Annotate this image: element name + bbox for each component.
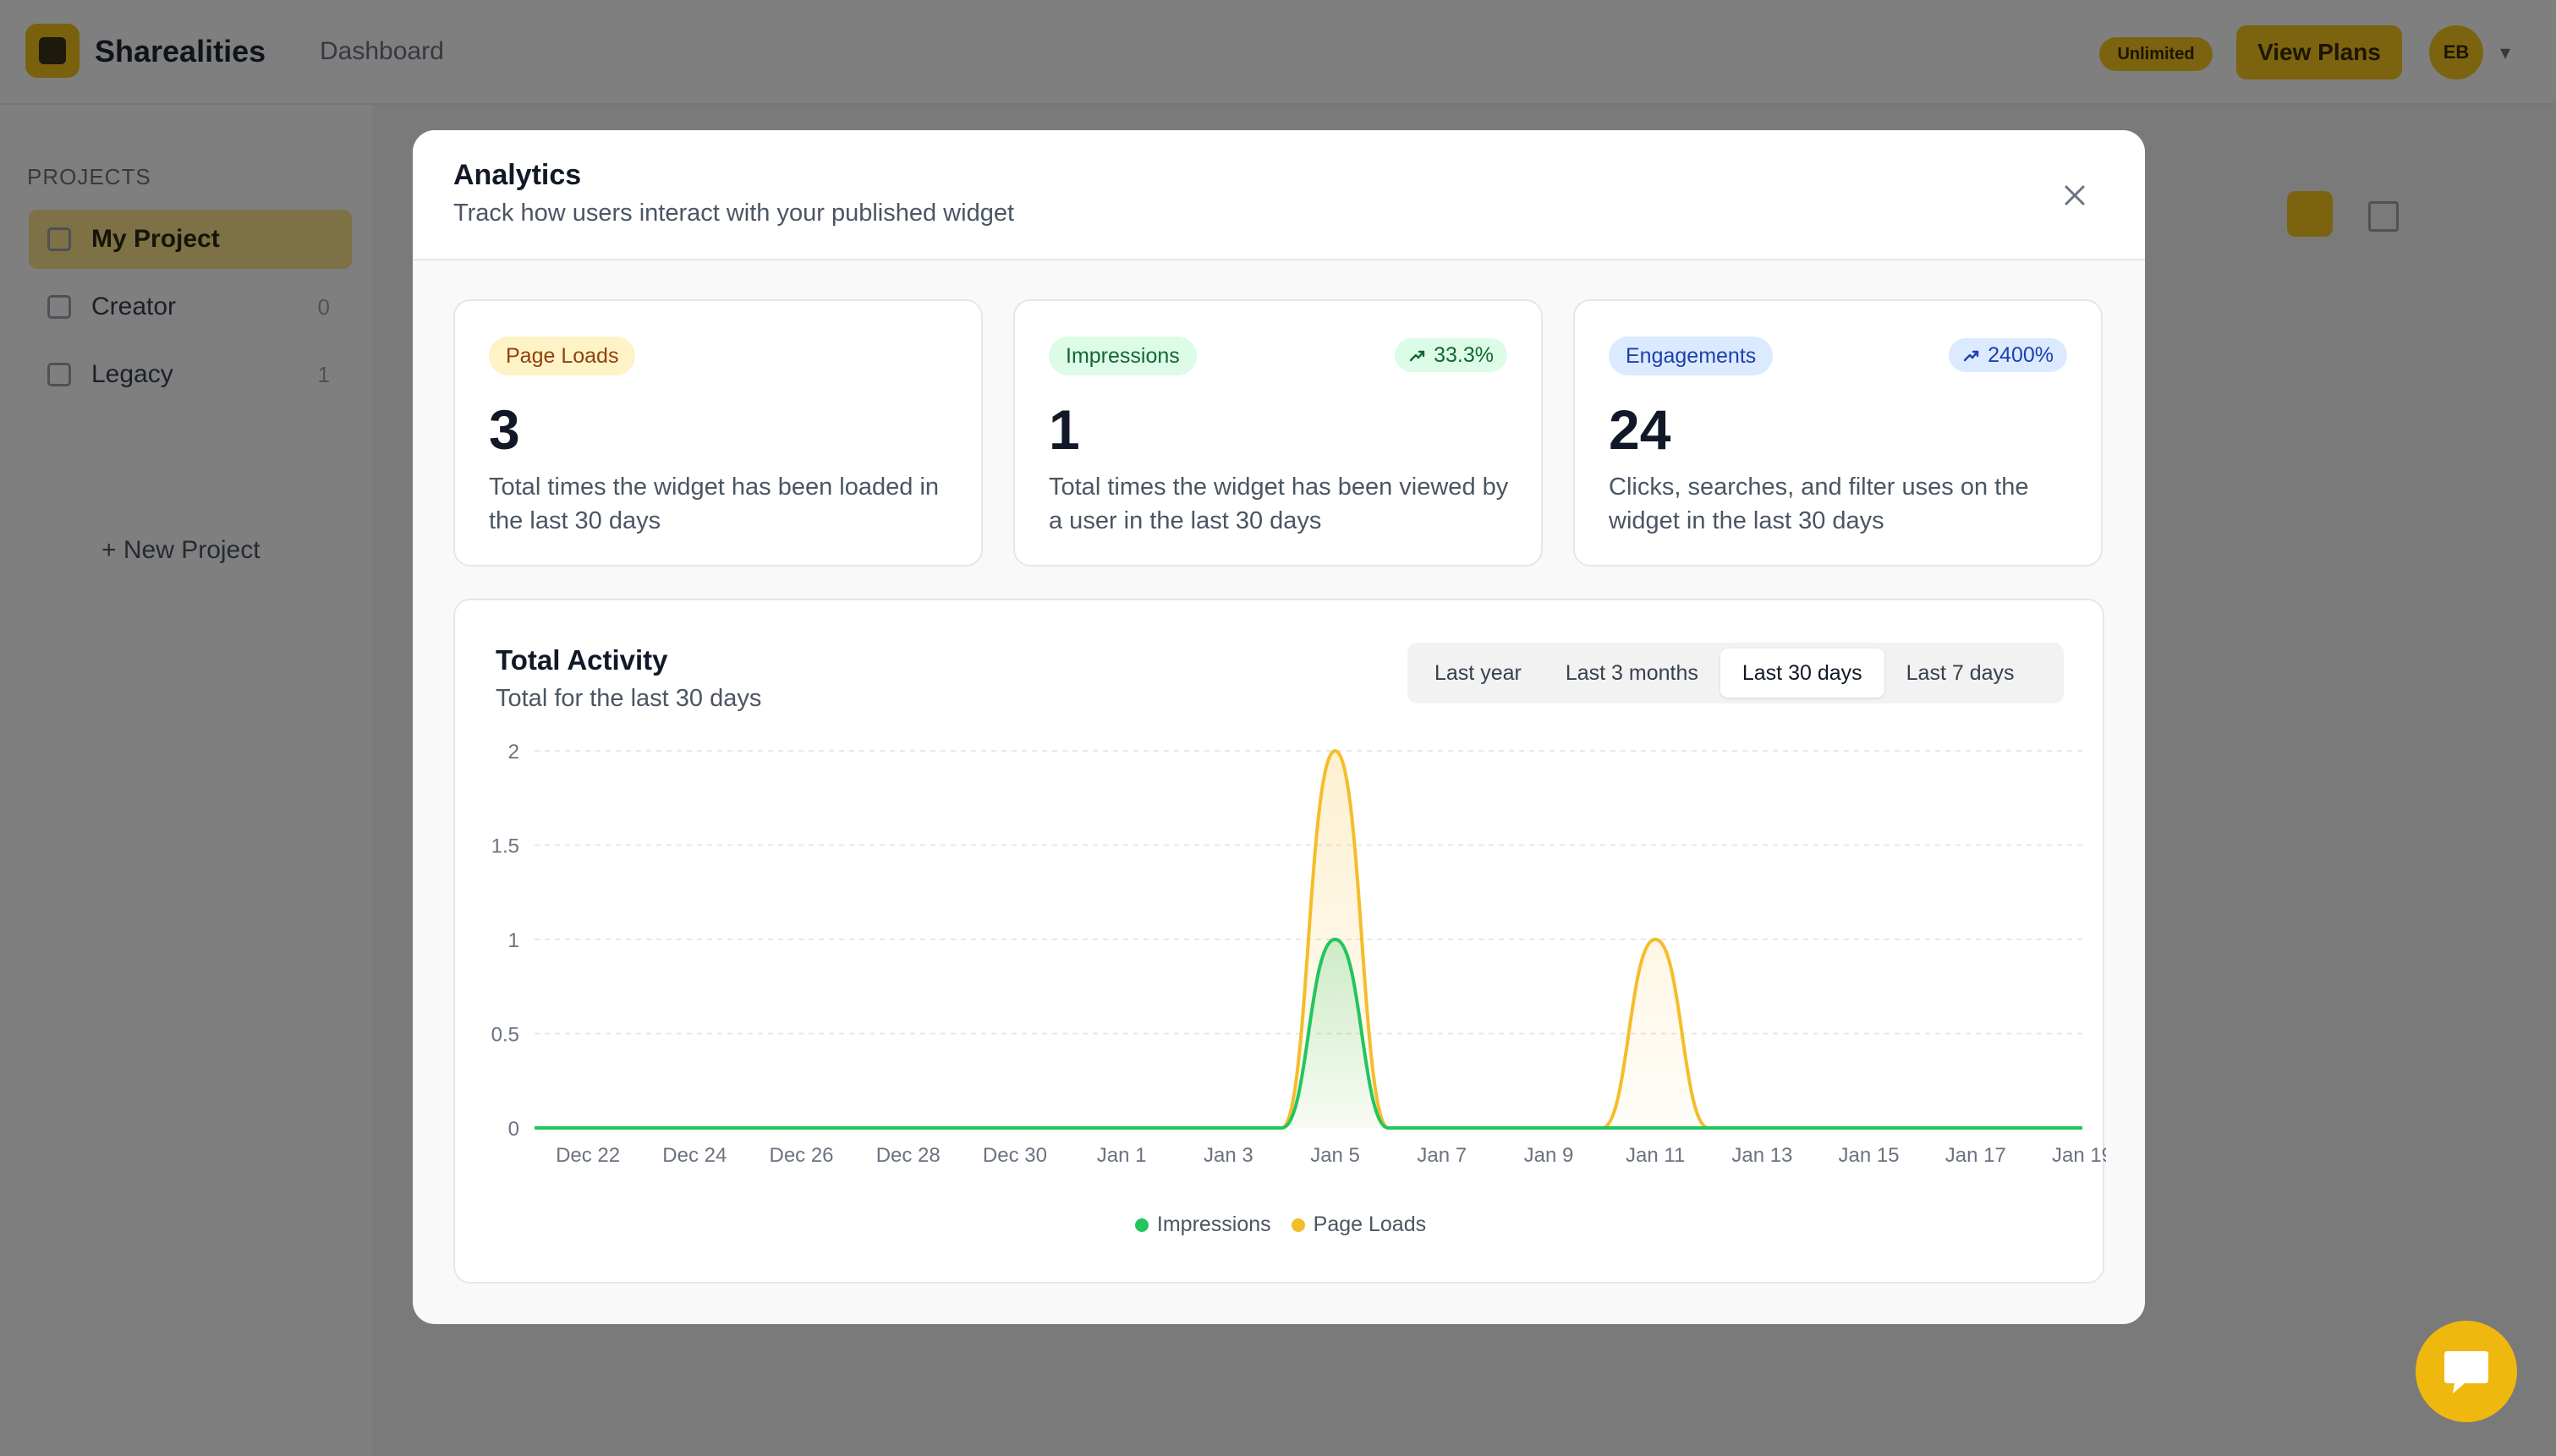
stat-description: Total times the widget has been viewed b… — [1049, 473, 1509, 534]
x-tick-label: Dec 22 — [556, 1144, 620, 1167]
trend-badge: 2400% — [1949, 338, 2067, 372]
stat-value: 24 — [1609, 398, 1671, 461]
x-tick-label: Jan 15 — [1839, 1144, 1900, 1167]
x-tick-label: Dec 28 — [876, 1144, 941, 1167]
chat-button[interactable] — [2416, 1321, 2517, 1422]
x-tick-label: Jan 7 — [1417, 1144, 1467, 1167]
stat-value: 3 — [489, 398, 520, 461]
y-tick-label: 0.5 — [491, 1024, 519, 1047]
stat-description: Total times the widget has been loaded i… — [489, 473, 940, 534]
y-tick-label: 2 — [508, 741, 519, 764]
range-selector: Last year Last 3 months Last 30 days Las… — [1407, 643, 2064, 703]
x-tick-label: Jan 5 — [1310, 1144, 1360, 1167]
total-activity-card: Total Activity Total for the last 30 day… — [453, 599, 2106, 1284]
x-tick-label: Dec 24 — [662, 1144, 727, 1167]
legend-label: Page Loads — [1313, 1212, 1427, 1236]
x-tick-label: Dec 30 — [983, 1144, 1047, 1167]
activity-chart: 0 0.5 1 1.5 2 Dec 22 Dec 24 Dec 26 Dec 28 Dec 30 J… — [491, 741, 2106, 1167]
trend-up-icon — [1409, 350, 1425, 362]
range-last-7-days[interactable]: Last 7 days — [1906, 660, 2015, 685]
y-tick-label: 0 — [508, 1118, 519, 1141]
x-tick-label: Jan 11 — [1626, 1144, 1685, 1167]
y-tick-label: 1.5 — [491, 835, 519, 858]
stat-value: 1 — [1049, 398, 1080, 461]
modal-title: Analytics — [453, 159, 582, 191]
legend-dot-icon — [1134, 1218, 1149, 1232]
x-tick-label: Jan 1 — [1097, 1144, 1147, 1167]
trend-badge: 33.3% — [1395, 338, 1507, 372]
legend-dot-icon — [1291, 1218, 1305, 1232]
chart-legend: Impressions Page Loads — [455, 1212, 2106, 1237]
y-tick-label: 1 — [508, 929, 519, 952]
legend-item: Page Loads — [1291, 1212, 1427, 1237]
chat-icon — [2444, 1351, 2488, 1393]
close-icon[interactable] — [2054, 174, 2096, 216]
x-tick-label: Jan 9 — [1524, 1144, 1574, 1167]
range-last-30-days[interactable]: Last 30 days — [1720, 649, 1884, 698]
x-tick-label: Dec 26 — [769, 1144, 833, 1167]
stat-badge: Page Loads — [489, 337, 636, 375]
modal-subtitle: Track how users interact with your publi… — [453, 200, 1015, 227]
x-tick-label: Jan 17 — [1945, 1144, 2006, 1167]
series-line-impressions — [534, 938, 2082, 1130]
trend-value: 33.3% — [1434, 342, 1494, 367]
x-tick-label: Jan 3 — [1204, 1144, 1253, 1167]
range-last-year[interactable]: Last year — [1434, 660, 1522, 685]
stat-card-engagements: Engagements 2400% 24 Clicks, searches, a… — [1573, 299, 2103, 567]
chart-subtitle: Total for the last 30 days — [496, 685, 762, 712]
trend-value: 2400% — [1988, 342, 2054, 367]
trend-up-icon — [1963, 350, 1979, 362]
stat-card-page-loads: Page Loads 3 Total times the widget has … — [453, 299, 983, 567]
stat-description: Clicks, searches, and filter uses on the… — [1609, 473, 2029, 534]
stat-card-impressions: Impressions 33.3% 1 Total times the widg… — [1013, 299, 1543, 567]
legend-label: Impressions — [1156, 1212, 1271, 1236]
analytics-modal: Analytics Track how users interact with … — [413, 130, 2145, 1324]
modal-header: Analytics Track how users interact with … — [413, 130, 2145, 260]
stat-badge: Impressions — [1049, 337, 1197, 375]
stat-badge: Engagements — [1609, 337, 1774, 375]
legend-item: Impressions — [1134, 1212, 1271, 1237]
range-last-3-months[interactable]: Last 3 months — [1565, 660, 1698, 685]
chart-title: Total Activity — [496, 644, 668, 676]
x-tick-label: Jan 19 — [2052, 1144, 2106, 1167]
x-tick-label: Jan 13 — [1731, 1144, 1792, 1167]
